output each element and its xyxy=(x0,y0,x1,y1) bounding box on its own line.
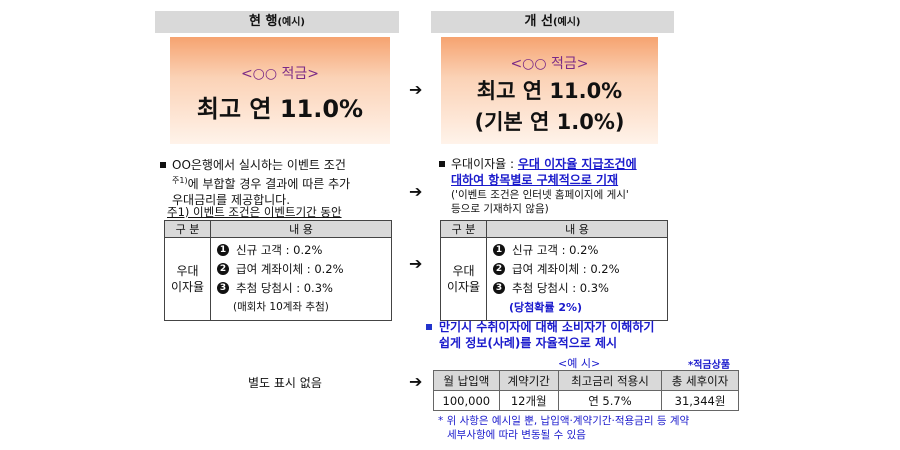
improved-bullet-blue-2: 대하여 항목별로 구체적으로 기재 xyxy=(451,173,619,187)
improved-item-2: 2 급여 계좌이체 : 0.2% xyxy=(487,259,667,278)
improved-header-title: 개 선 xyxy=(524,14,553,29)
disclaimer-line1: * 위 사항은 예시일 뿐, 납입액·계약기간·적용금리 등 계약 xyxy=(438,415,690,427)
no-display-text: 별도 표시 없음 xyxy=(248,376,322,390)
improved-table-col2: 내 용 xyxy=(486,220,668,238)
improved-bullet-blue-1: 우대 이자율 지급조건에 xyxy=(517,157,637,171)
current-header-sub: (예시) xyxy=(277,17,305,28)
number-2-icon: 2 xyxy=(217,262,229,275)
example-value-1: 100,000 xyxy=(433,390,500,411)
bullet-square-icon xyxy=(160,161,166,168)
current-bullet-line2: 에 부합할 경우 결과에 따른 추가 xyxy=(187,177,351,191)
improved-bullet-small-2: 등으로 기재하지 않음) xyxy=(451,203,549,215)
disclaimer-line2: 세부사항에 따라 변동될 수 있음 xyxy=(447,429,586,441)
example-table: 월 납입액 계약기간 최고금리 적용시 총 세후이자 100,000 12개월 … xyxy=(433,370,739,411)
number-3-icon: 3 xyxy=(493,281,505,294)
improved-header: 개 선(예시) xyxy=(431,11,674,33)
improved-bullet-small-1: ('이벤트 조건은 인터넷 홈페이지에 게시' xyxy=(451,189,629,201)
example-header-2: 계약기간 xyxy=(498,370,559,391)
arrow-4: ➔ xyxy=(409,372,423,391)
example-value-2: 12개월 xyxy=(498,390,559,411)
improved-item-3: 3 추첨 당첨시 : 0.3% xyxy=(487,278,667,297)
bullet-square-icon xyxy=(426,323,432,330)
example-header-4: 총 세후이자 xyxy=(661,370,739,391)
current-bullet-line3: 우대금리를 제공합니다. xyxy=(172,193,291,207)
example-title: <예 시> xyxy=(558,357,601,370)
current-footnote-text: 주1) 이벤트 조건은 이벤트기간 동안 xyxy=(167,205,342,219)
current-table-col2: 내 용 xyxy=(210,220,392,238)
disclaimer: * 위 사항은 예시일 뿐, 납입액·계약기간·적용금리 등 계약 세부사항에 … xyxy=(438,414,689,442)
current-item-note: (매회차 10계좌 추첨) xyxy=(233,301,329,313)
current-table-row-label: 우대 이자율 xyxy=(164,237,211,321)
footnote-mark: 주1) xyxy=(172,176,188,185)
improved-item-note: (당첨확률 2%) xyxy=(509,300,583,314)
number-1-icon: 1 xyxy=(217,243,229,256)
current-bullet-line1: OO은행에서 실시하는 이벤트 조건 xyxy=(172,158,346,172)
improved-bullet-label: 우대이자율 : xyxy=(451,157,518,171)
row-label-text: 우대 이자율 xyxy=(446,264,481,294)
current-footnote: 주1) 이벤트 조건은 이벤트기간 동안 xyxy=(167,204,342,220)
improved-promo-rate: 최고 연 11.0% xyxy=(476,79,623,103)
arrow-3: ➔ xyxy=(409,254,423,273)
number-2-icon: 2 xyxy=(493,262,505,275)
current-header-title: 현 행 xyxy=(249,14,278,29)
current-promo-rate: 최고 연 11.0% xyxy=(196,95,364,123)
number-1-icon: 1 xyxy=(493,243,505,256)
current-promo-name: <○○ 적금> xyxy=(240,66,320,82)
bullet-square-icon xyxy=(439,160,445,167)
example-value-3: 연 5.7% xyxy=(557,390,663,411)
improved-table-col1: 구 분 xyxy=(440,220,487,238)
improved-header-sub: (예시) xyxy=(552,17,581,28)
current-bullet: OO은행에서 실시하는 이벤트 조건 주1)에 부합할 경우 결과에 따른 추가… xyxy=(160,157,410,208)
improved-rate-table: 구 분 내 용 우대 이자율 1 신규 고객 : 0.2% 2 급여 계좌이체 : … xyxy=(440,220,668,321)
improved-table-row-label: 우대 이자율 xyxy=(440,237,487,321)
current-item-3: 3 추첨 당첨시 : 0.3% xyxy=(211,278,391,297)
number-3-icon: 3 xyxy=(217,281,229,294)
example-header-1: 월 납입액 xyxy=(433,370,500,391)
current-item-2: 2 급여 계좌이체 : 0.2% xyxy=(211,259,391,278)
example-tag: *적금상품 xyxy=(688,360,731,371)
row-label-text: 우대 이자율 xyxy=(170,264,205,294)
example-value-4: 31,344원 xyxy=(661,390,739,411)
improved-bullet-2: 만기시 수취이자에 대해 소비자가 이해하기 쉽게 정보(사례)를 자율적으로 … xyxy=(426,319,766,351)
improved-bullet2-line2: 쉽게 정보(사례)를 자율적으로 제시 xyxy=(439,336,618,350)
current-header: 현 행(예시) xyxy=(155,11,399,33)
improved-promo-name: <○○ 적금> xyxy=(510,56,589,72)
example-header-3: 최고금리 적용시 xyxy=(557,370,663,391)
current-table-col1: 구 분 xyxy=(164,220,211,238)
improved-promo-base: (기본 연 1.0%) xyxy=(474,110,625,134)
improved-item-1: 1 신규 고객 : 0.2% xyxy=(487,240,667,259)
improved-bullet: 우대이자율 : 우대 이자율 지급조건에 대하여 항목별로 구체적으로 기재 (… xyxy=(439,156,699,216)
current-item-1: 1 신규 고객 : 0.2% xyxy=(211,240,391,259)
arrow-1: ➔ xyxy=(409,80,423,99)
improved-bullet2-line1: 만기시 수취이자에 대해 소비자가 이해하기 xyxy=(439,320,655,334)
current-rate-table: 구 분 내 용 우대 이자율 1 신규 고객 : 0.2% 2 급여 계좌이체 : … xyxy=(164,220,392,321)
arrow-2: ➔ xyxy=(409,182,423,201)
improved-promo-box: <○○ 적금> 최고 연 11.0% (기본 연 1.0%) xyxy=(441,37,658,144)
current-promo-box: <○○ 적금> 최고 연 11.0% xyxy=(170,37,390,144)
